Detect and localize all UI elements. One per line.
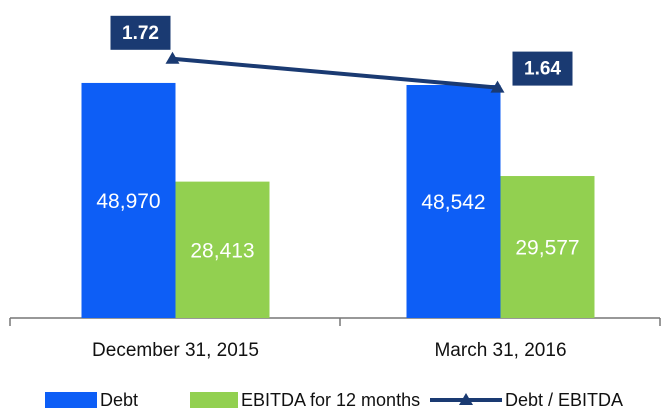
line-value-label: 1.64: [524, 59, 561, 80]
x-tick-label: March 31, 2016: [434, 340, 566, 361]
bar-value-label: 48,542: [421, 191, 485, 214]
bar: [81, 82, 176, 318]
line-marker: [490, 80, 505, 93]
line-value-label: 1.72: [122, 23, 159, 44]
legend-marker: [459, 393, 473, 405]
x-tick-label: December 31, 2015: [92, 340, 259, 361]
legend-label: Debt / EBITDA: [505, 390, 623, 410]
bar-value-label: 29,577: [515, 237, 579, 260]
legend-swatch: [45, 392, 97, 408]
line-marker: [165, 51, 180, 64]
bar-value-label: 28,413: [190, 239, 254, 262]
legend-label: Debt: [100, 390, 138, 410]
bar: [500, 176, 595, 318]
line-label-box: [512, 51, 573, 86]
bar-value-label: 48,970: [96, 190, 160, 213]
legend-swatch: [190, 392, 238, 408]
line-label-box: [110, 15, 171, 50]
line: [172, 56, 498, 90]
legend-label: EBITDA for 12 months: [241, 390, 420, 410]
bar: [175, 181, 270, 318]
bar: [406, 84, 501, 318]
